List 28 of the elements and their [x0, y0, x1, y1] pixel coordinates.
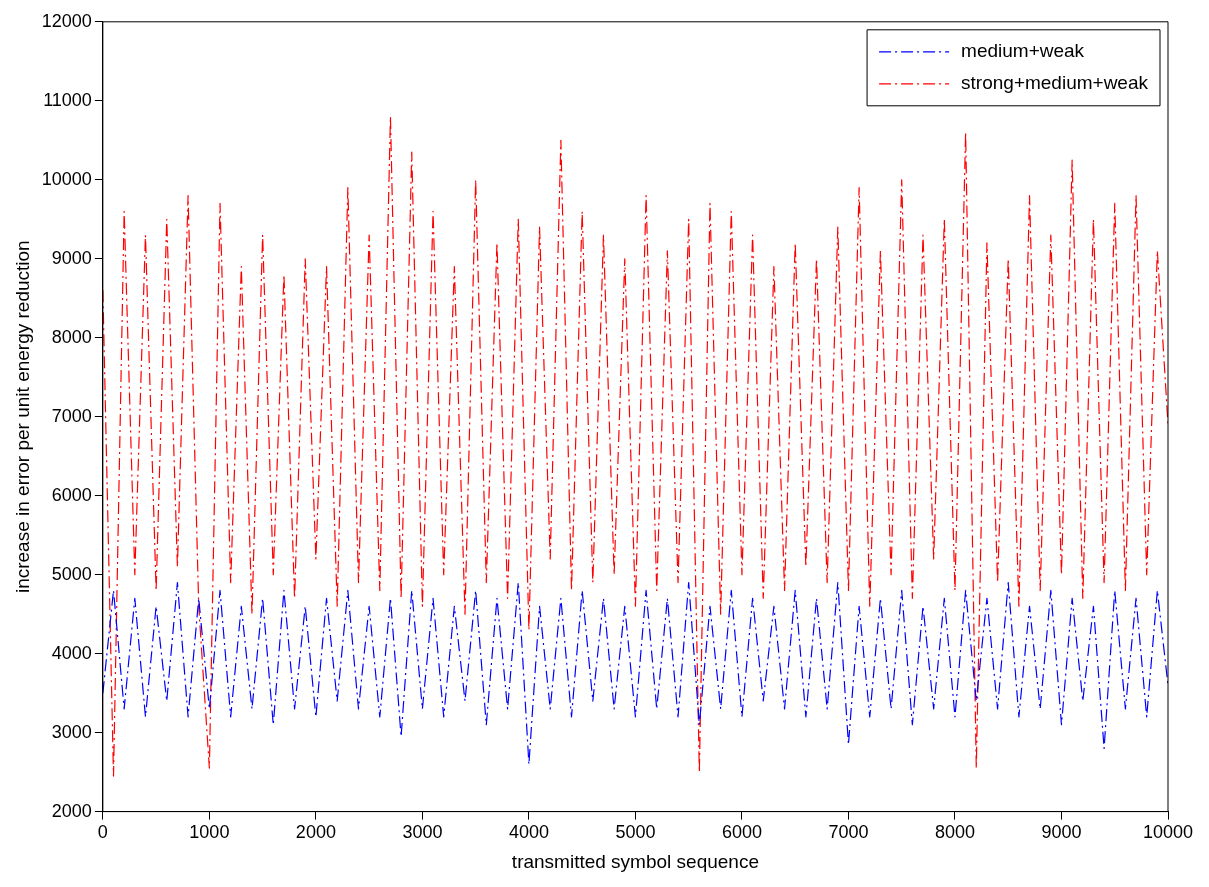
x-tick-label: 4000	[508, 822, 549, 843]
line-series	[102, 115, 1168, 777]
y-tick-label: 2000	[51, 800, 92, 821]
x-tick-label: 7000	[828, 822, 869, 843]
y-tick-label: 5000	[51, 563, 92, 584]
x-tick-label: 5000	[615, 822, 656, 843]
x-tick-label: 9000	[1041, 822, 1082, 843]
y-tick-label: 4000	[51, 642, 92, 663]
x-tick-label: 1000	[189, 822, 230, 843]
legend-label: medium+weak	[961, 40, 1085, 62]
y-tick-label: 6000	[51, 484, 92, 505]
legend-label: strong+medium+weak	[961, 72, 1149, 94]
x-tick-label: 2000	[295, 822, 336, 843]
y-tick-label: 10000	[41, 168, 92, 189]
x-tick-label: 6000	[721, 822, 762, 843]
y-tick-label: 12000	[41, 10, 92, 31]
y-tick-label: 8000	[51, 326, 92, 347]
x-tick-label: 8000	[934, 822, 975, 843]
x-tick-label: 10000	[1142, 822, 1194, 843]
y-tick-label: 9000	[51, 247, 92, 268]
y-axis-title: increase in error per unit energy reduction	[11, 240, 33, 594]
x-tick-label: 0	[97, 822, 108, 843]
y-tick-label: 7000	[51, 405, 92, 426]
x-tick-label: 3000	[402, 822, 443, 843]
y-tick-label: 11000	[43, 89, 92, 110]
y-tick-label: 3000	[51, 721, 92, 742]
x-axis-title: transmitted symbol sequence	[511, 850, 759, 872]
line-series	[102, 581, 1168, 765]
